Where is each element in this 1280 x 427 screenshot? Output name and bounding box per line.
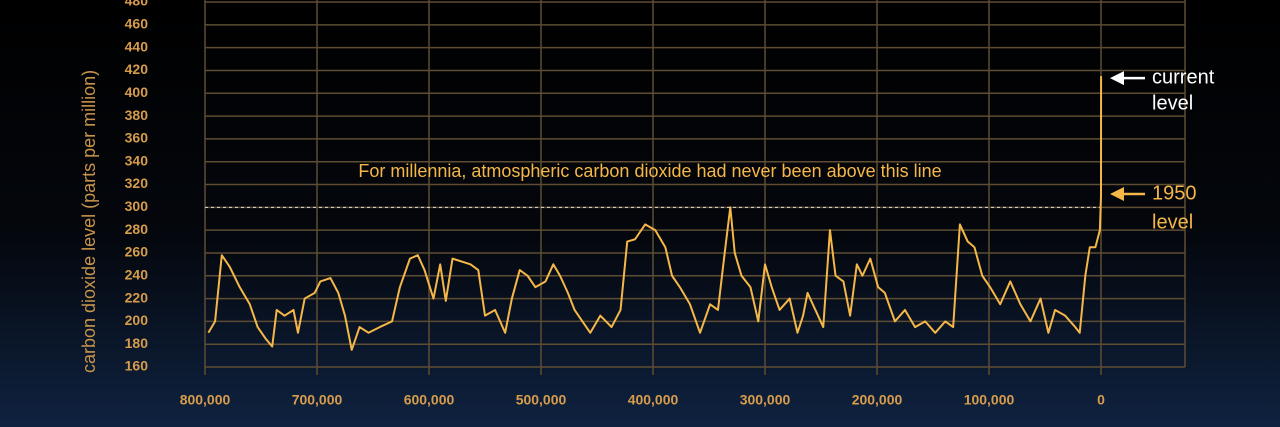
y-tick-label: 260 bbox=[125, 244, 149, 260]
level-1950-label: 1950 bbox=[1152, 182, 1197, 204]
y-tick-label: 480 bbox=[125, 0, 149, 9]
y-tick-label: 300 bbox=[125, 198, 149, 214]
data-line bbox=[207, 76, 1103, 351]
y-tick-label: 320 bbox=[125, 175, 149, 191]
x-tick-label: 300,000 bbox=[740, 392, 791, 408]
x-tick-label: 600,000 bbox=[404, 392, 455, 408]
arrow-head bbox=[1110, 187, 1124, 201]
y-tick-label: 360 bbox=[125, 130, 149, 146]
level-1950-label: level bbox=[1152, 211, 1193, 233]
annotation: For millennia, atmospheric carbon dioxid… bbox=[358, 161, 941, 181]
current-label: current bbox=[1152, 66, 1215, 88]
y-tick-label: 340 bbox=[125, 152, 149, 168]
y-tick-label: 160 bbox=[125, 358, 149, 374]
y-axis-label: carbon dioxide level (parts per million) bbox=[79, 70, 99, 373]
y-tick-label: 460 bbox=[125, 16, 149, 32]
x-tick-label: 500,000 bbox=[516, 392, 567, 408]
x-tick-label: 200,000 bbox=[852, 392, 903, 408]
y-tick-label: 440 bbox=[125, 38, 149, 54]
y-tick-label: 220 bbox=[125, 289, 149, 305]
y-tick-label: 380 bbox=[125, 107, 149, 123]
y-tick-label: 200 bbox=[125, 312, 149, 328]
arrow-head bbox=[1110, 71, 1124, 86]
y-tick-label: 280 bbox=[125, 221, 149, 237]
x-tick-label: 100,000 bbox=[964, 392, 1015, 408]
current-label: level bbox=[1152, 92, 1193, 114]
x-tick-label: 800,000 bbox=[180, 392, 231, 408]
y-tick-label: 400 bbox=[125, 84, 149, 100]
x-tick-label: 700,000 bbox=[292, 392, 343, 408]
y-tick-label: 240 bbox=[125, 266, 149, 282]
y-tick-label: 420 bbox=[125, 61, 149, 77]
x-tick-label: 400,000 bbox=[628, 392, 679, 408]
y-tick-label: 180 bbox=[125, 335, 149, 351]
x-tick-label: 0 bbox=[1097, 392, 1105, 408]
